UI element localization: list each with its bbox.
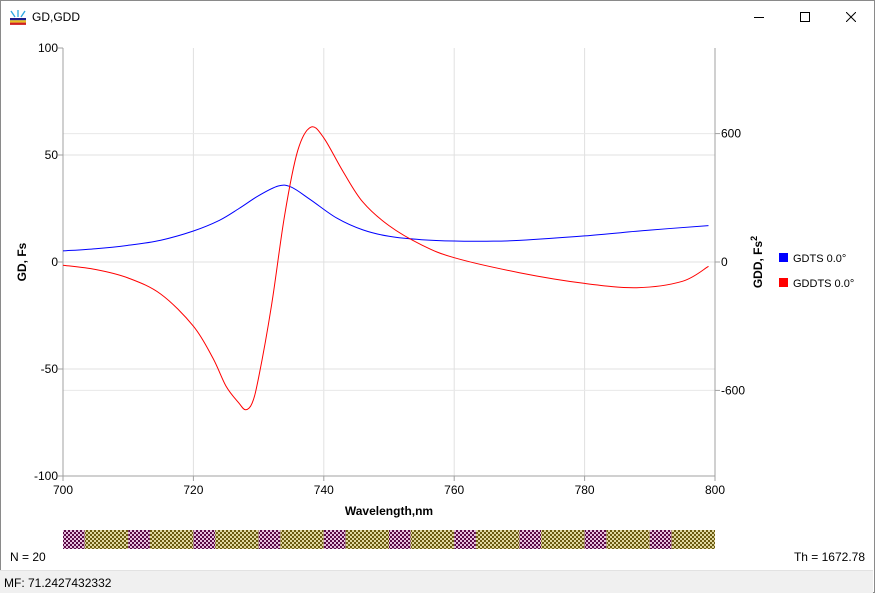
y-axis-title-left: GD, Fs [15, 242, 29, 281]
chart-series [62, 126, 709, 411]
layer-segment [193, 530, 216, 549]
layer-segment [649, 530, 672, 549]
layer-structure-strip[interactable] [63, 530, 715, 549]
layer-segment [541, 530, 585, 549]
layer-segment [280, 530, 324, 549]
layer-segment [606, 530, 650, 549]
layer-count-label: N = 20 [10, 550, 46, 564]
window-title: GD,GDD [32, 10, 80, 24]
chart-axes [58, 47, 720, 481]
layer-segment [389, 530, 411, 549]
x-tick-label: 740 [314, 483, 334, 497]
layer-segment [671, 530, 715, 549]
legend: GDTS 0.0° GDDTS 0.0° [779, 253, 854, 290]
minimize-icon [754, 16, 764, 18]
close-icon [846, 11, 856, 22]
layer-segment [258, 530, 281, 549]
legend-label-gdts: GDTS 0.0° [793, 253, 846, 265]
gd-gdd-chart: 700 720 740 760 780 800100500-50-1006000-600 … [15, 41, 854, 549]
minimize-button[interactable] [736, 1, 782, 32]
x-tick-label: 720 [183, 483, 203, 497]
y-axis-title-right-text: GDD, Fs [751, 241, 765, 289]
series-line-gddts [62, 126, 709, 411]
layer-segment [149, 530, 194, 549]
x-tick-label: 800 [705, 483, 725, 497]
y-axis-title-right: GDD, Fs2 [749, 236, 765, 288]
tick-labels: 700 720 740 760 780 800 100 50 0 -50 -100 600 0 -600 [34, 41, 745, 497]
y-tick-label-left: 0 [51, 255, 58, 269]
x-tick-label: 780 [575, 483, 595, 497]
title-bar[interactable]: GD,GDD [1, 1, 874, 32]
y-tick-label-left: -100 [34, 469, 58, 483]
y-tick-label-left: 50 [45, 148, 59, 162]
series-line-gdts [62, 184, 709, 252]
y-tick-label-right: 600 [721, 127, 741, 141]
close-button[interactable] [828, 1, 874, 32]
grid-lines [63, 48, 715, 476]
y-axis-title-right-group: GDD, Fs2 [749, 236, 765, 288]
status-bar: MF: 71.2427432332 [0, 570, 873, 593]
layer-segment [84, 530, 129, 549]
layer-segment [215, 530, 259, 549]
legend-label-gddts: GDDTS 0.0° [793, 278, 854, 290]
y-tick-label-right: -600 [721, 383, 745, 397]
layer-segment [584, 530, 607, 549]
maximize-icon [800, 11, 810, 22]
layer-segment [475, 530, 520, 549]
spectrum-app-icon [10, 10, 26, 25]
y-axis-title-right-superscript: 2 [749, 236, 759, 241]
x-tick-label: 700 [53, 483, 73, 497]
merit-function-label: MF: 71.2427432332 [4, 576, 112, 590]
layer-segment [454, 530, 476, 549]
maximize-button[interactable] [782, 1, 828, 32]
x-tick-label: 760 [444, 483, 464, 497]
layer-segment [128, 530, 150, 549]
legend-swatch-gddts [779, 278, 788, 287]
y-tick-label-right: 0 [721, 255, 728, 269]
y-tick-label-left: -50 [41, 362, 59, 376]
y-tick-label-left: 100 [38, 41, 58, 55]
layer-segment [63, 530, 85, 549]
thickness-label: Th = 1672.78 [793, 550, 865, 564]
layer-segment [323, 530, 346, 549]
x-axis-title: Wavelength,nm [345, 504, 433, 518]
layer-segment [345, 530, 389, 549]
legend-swatch-gdts [779, 253, 788, 262]
layer-segment [519, 530, 542, 549]
layer-segment [410, 530, 455, 549]
